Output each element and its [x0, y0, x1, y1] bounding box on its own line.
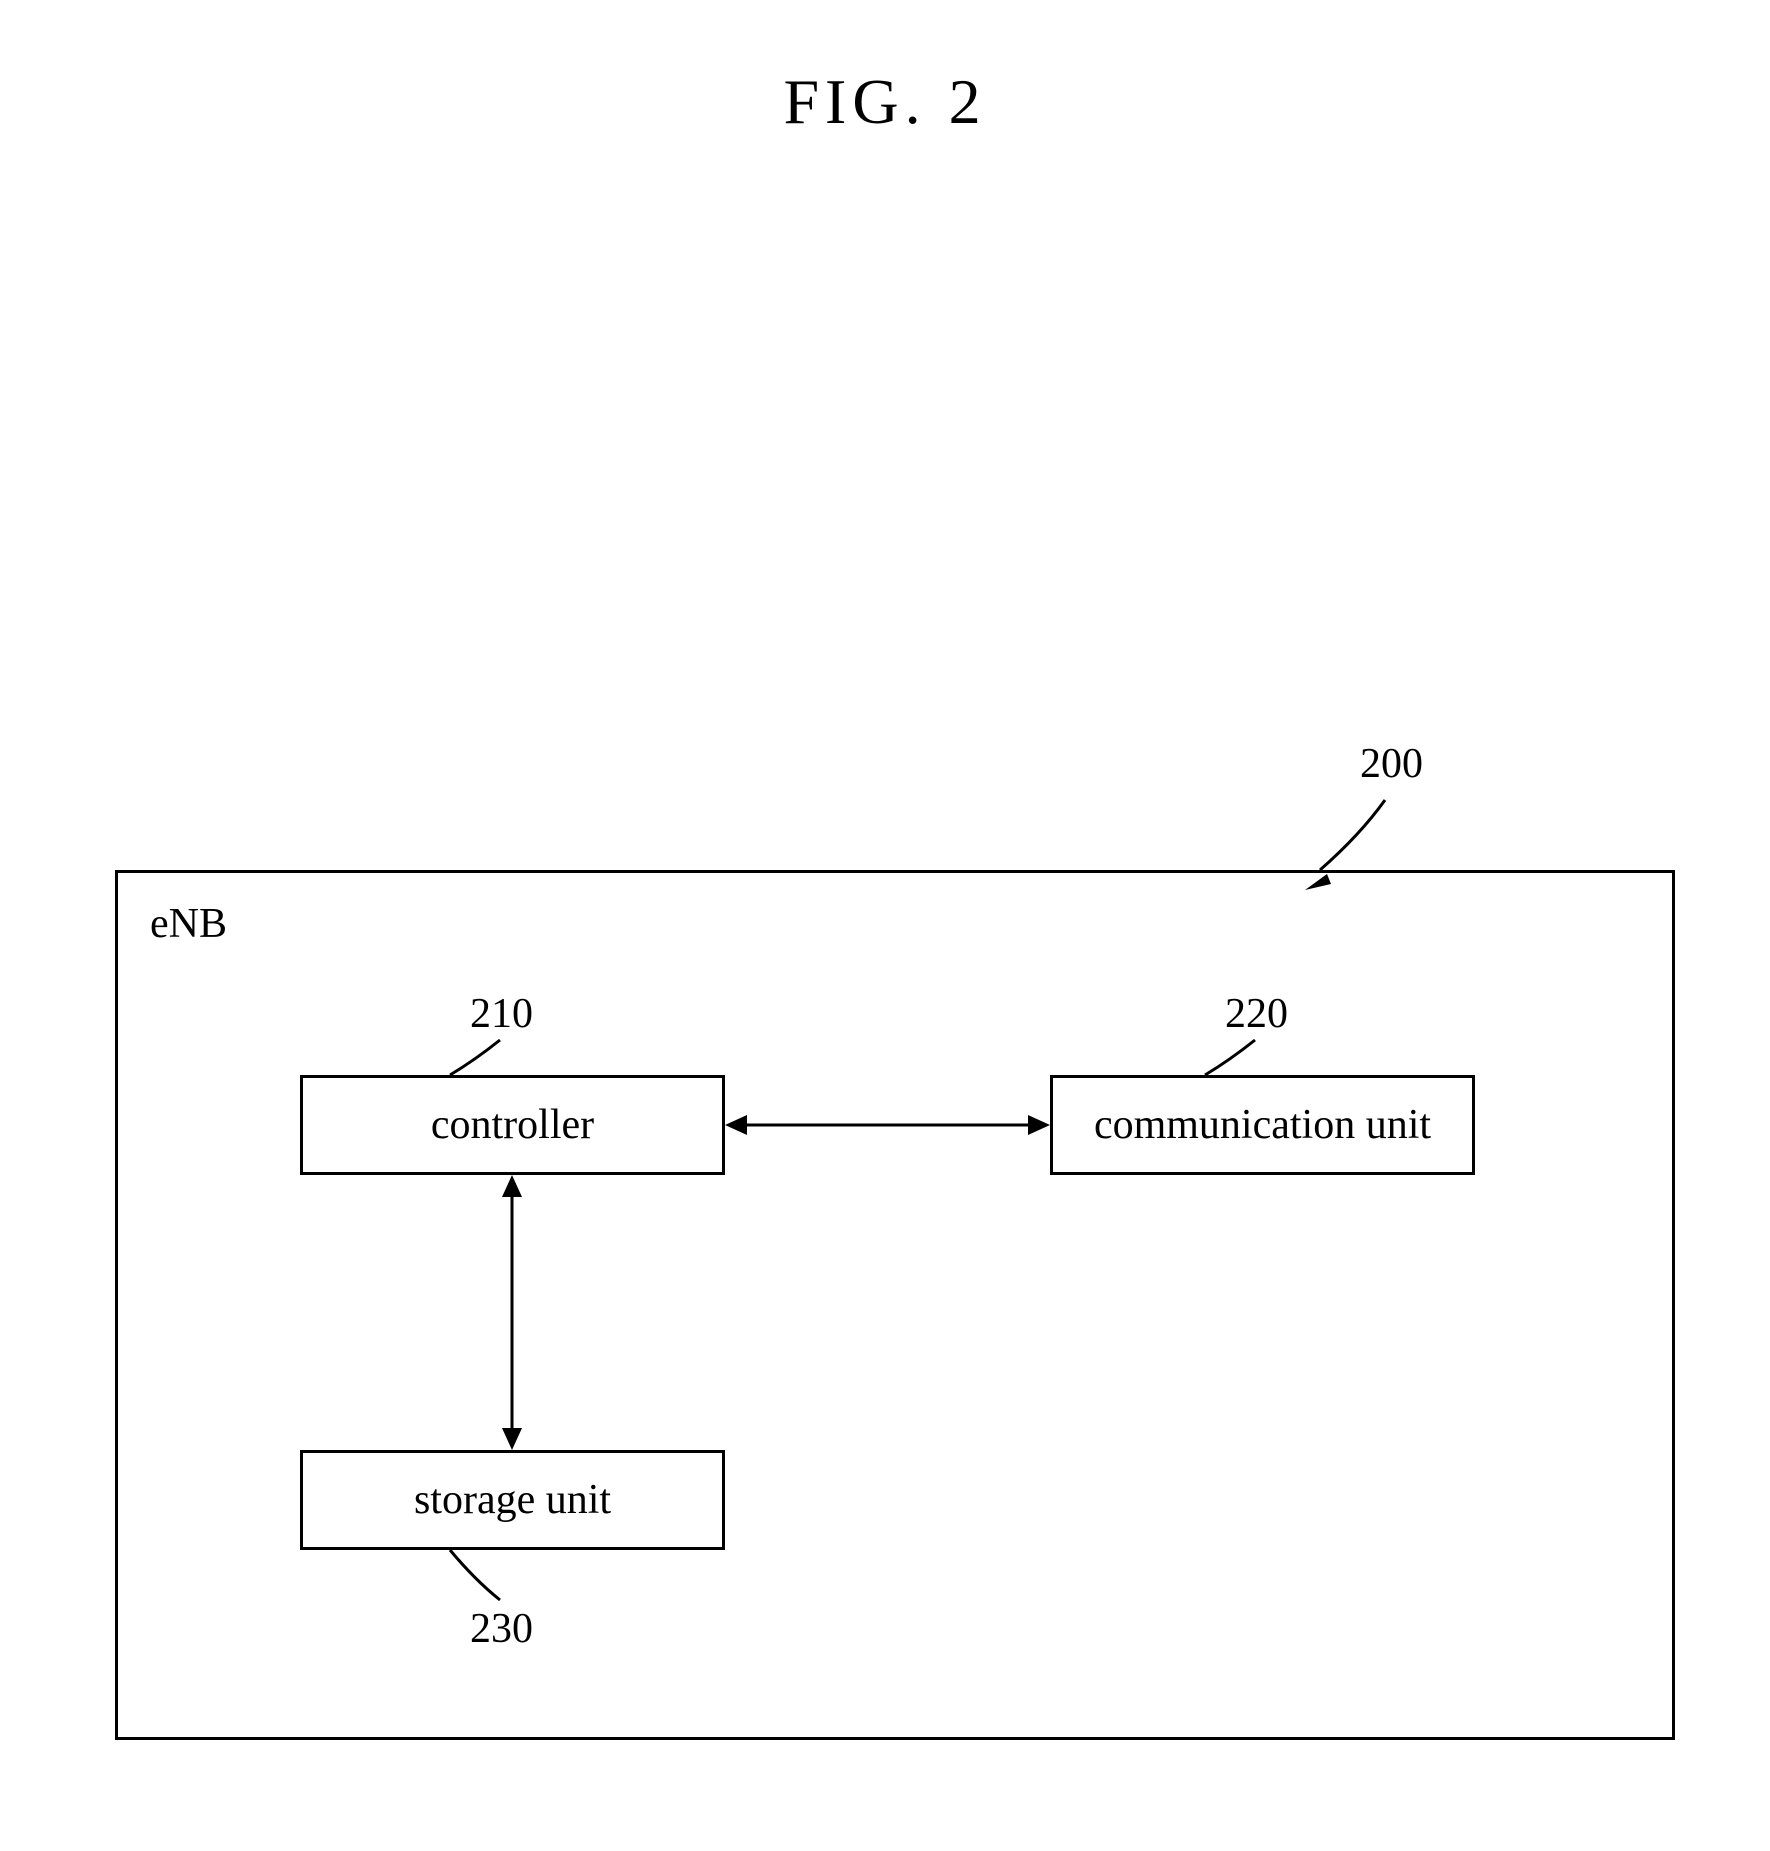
controller-ref: 210 — [470, 990, 533, 1038]
storage-unit-label: storage unit — [414, 1476, 611, 1524]
communication-unit-label: communication unit — [1094, 1101, 1431, 1149]
enb-label: eNB — [150, 900, 227, 948]
communication-unit-ref: 220 — [1225, 990, 1288, 1038]
enb-ref: 200 — [1360, 740, 1423, 788]
storage-unit-block: storage unit — [300, 1450, 725, 1550]
enb-container — [115, 870, 1675, 1740]
storage-unit-ref: 230 — [470, 1605, 533, 1653]
controller-block: controller — [300, 1075, 725, 1175]
figure-title: FIG. 2 — [0, 65, 1770, 139]
communication-unit-block: communication unit — [1050, 1075, 1475, 1175]
controller-label: controller — [431, 1101, 594, 1149]
